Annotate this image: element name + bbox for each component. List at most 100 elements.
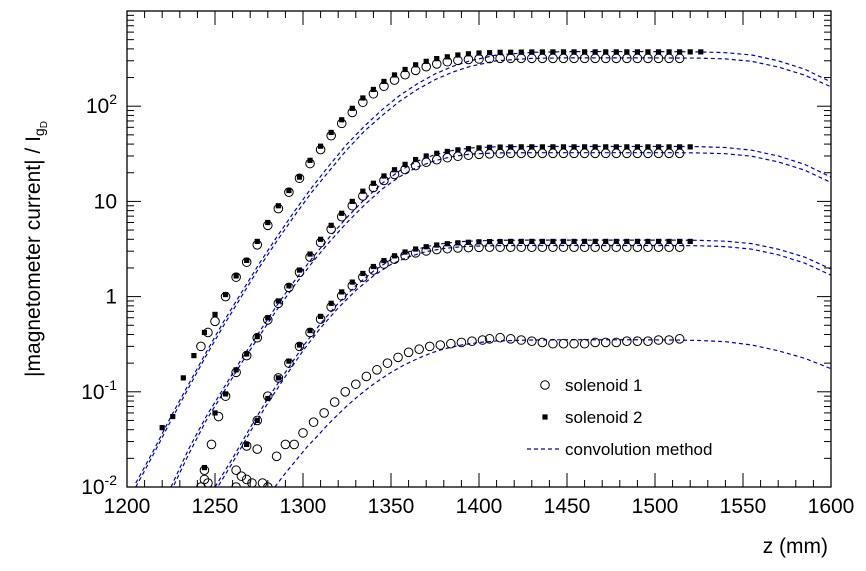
y-tick-label: 102	[86, 91, 117, 118]
solenoid-2-point	[634, 49, 640, 55]
solenoid-2-point	[582, 238, 588, 245]
solenoid-1-point	[435, 340, 446, 350]
solenoid-2-point	[476, 239, 482, 245]
solenoid-1-point	[379, 259, 389, 269]
legend-label: solenoid 2	[565, 408, 643, 427]
solenoid-1-point	[410, 160, 421, 171]
solenoid-2-point	[201, 464, 208, 471]
curves-layer	[135, 50, 831, 487]
solenoid-1-point	[611, 53, 622, 64]
y-tick-base: 10	[86, 95, 109, 118]
solenoid-1-point	[622, 53, 632, 64]
solenoid-2-point	[286, 187, 292, 194]
solenoid-1-point	[484, 53, 495, 64]
solenoid-1-point	[414, 344, 424, 355]
solenoid-1-point	[284, 187, 294, 197]
solenoid-1-point	[231, 367, 241, 378]
solenoid-2-point	[465, 146, 472, 152]
solenoid-1-point	[527, 242, 537, 253]
solenoid-2-point	[402, 161, 408, 167]
solenoid-1-point	[315, 237, 326, 248]
solenoid-2-point	[275, 203, 281, 209]
solenoid-2-point	[244, 351, 250, 357]
solenoid-1-point	[213, 411, 224, 422]
solenoid-2-point	[687, 144, 693, 150]
solenoid-2-point	[476, 50, 482, 56]
solenoid-1-point	[527, 336, 537, 347]
solenoid-2-point	[613, 144, 619, 150]
solenoid-1-point	[674, 334, 685, 344]
solenoid-1-point	[653, 335, 664, 345]
solenoid-2-point	[381, 257, 387, 264]
x-tick-label: 1300	[280, 495, 327, 518]
solenoid-1-point	[241, 257, 252, 267]
solenoid-2-point	[613, 49, 619, 55]
solenoid-1-point	[484, 242, 495, 253]
solenoid-1-point	[273, 298, 284, 309]
solenoid-1-point	[252, 444, 263, 454]
solenoid-2-point	[508, 49, 514, 55]
solenoid-2-point	[244, 441, 250, 448]
solenoid-1-point	[410, 65, 421, 76]
solenoid-1-point	[558, 338, 569, 349]
y-tick-base: 10	[94, 190, 117, 213]
solenoid-1-point	[590, 337, 600, 348]
x-tick-label: 1500	[632, 495, 679, 518]
solenoid-2-point	[191, 353, 197, 359]
y-tick-base: 10	[81, 476, 104, 499]
solenoid-1-point	[203, 327, 213, 338]
solenoid-1-point	[442, 243, 453, 254]
solenoid-1-point	[611, 242, 622, 253]
solenoid-1-point	[474, 242, 484, 253]
solenoid-1-point	[252, 415, 263, 426]
solenoid-1-point	[358, 272, 368, 282]
solenoid-1-point	[247, 478, 257, 487]
solenoid-2-point	[613, 238, 619, 245]
solenoid-2-point	[444, 148, 450, 155]
solenoid-2-point	[423, 153, 429, 159]
solenoid-1-point	[403, 347, 414, 358]
solenoid-2-point	[265, 219, 271, 226]
solenoid-2-point	[265, 395, 271, 402]
solenoid-1-point	[590, 148, 600, 159]
solenoid-1-point	[558, 53, 569, 64]
solenoid-2-point	[571, 49, 577, 55]
solenoid-1-point	[600, 242, 611, 253]
solenoid-1-point	[453, 243, 463, 253]
solenoid-1-point	[537, 148, 548, 159]
solenoid-1-point	[336, 290, 347, 301]
solenoid-1-point	[643, 53, 653, 64]
solenoid-2-point	[592, 238, 598, 245]
solenoid-1-point	[347, 280, 358, 291]
x-tick-label: 1200	[104, 495, 151, 518]
solenoid-1-point	[263, 391, 273, 401]
convolution-curve	[214, 239, 831, 487]
y-tick-label: 10-2	[81, 472, 117, 499]
solenoid-1-point	[516, 242, 527, 253]
y-axis-title: |magnetometer current| / IgD	[22, 121, 50, 377]
solenoid-1-point	[431, 59, 442, 69]
solenoid-1-point	[611, 337, 622, 348]
solenoid-1-point	[284, 358, 294, 368]
solenoid-1-point	[368, 88, 379, 99]
solenoid-1-point	[674, 148, 685, 159]
solenoid-1-point	[537, 242, 548, 253]
solenoid-1-point	[389, 75, 400, 85]
solenoid-2-point	[508, 238, 514, 245]
solenoid-2-point	[582, 144, 588, 150]
solenoid-1-point	[421, 61, 432, 72]
solenoid-2-point	[402, 249, 408, 255]
solenoid-2-point	[444, 54, 450, 60]
y-axis-title-subsub: D	[39, 121, 50, 128]
legend-label: solenoid 1	[565, 376, 643, 395]
solenoid-1-point	[516, 335, 527, 345]
x-tick-label: 1550	[720, 495, 767, 518]
solenoid-1-point	[351, 379, 361, 390]
solenoid-1-point	[372, 365, 382, 375]
solenoid-1-point	[579, 53, 590, 64]
solenoid-2-point	[655, 49, 662, 55]
solenoid-1-point	[527, 148, 537, 159]
solenoid-2-point	[455, 52, 461, 58]
solenoid-2-point	[571, 144, 577, 150]
solenoid-1-point	[236, 471, 247, 481]
